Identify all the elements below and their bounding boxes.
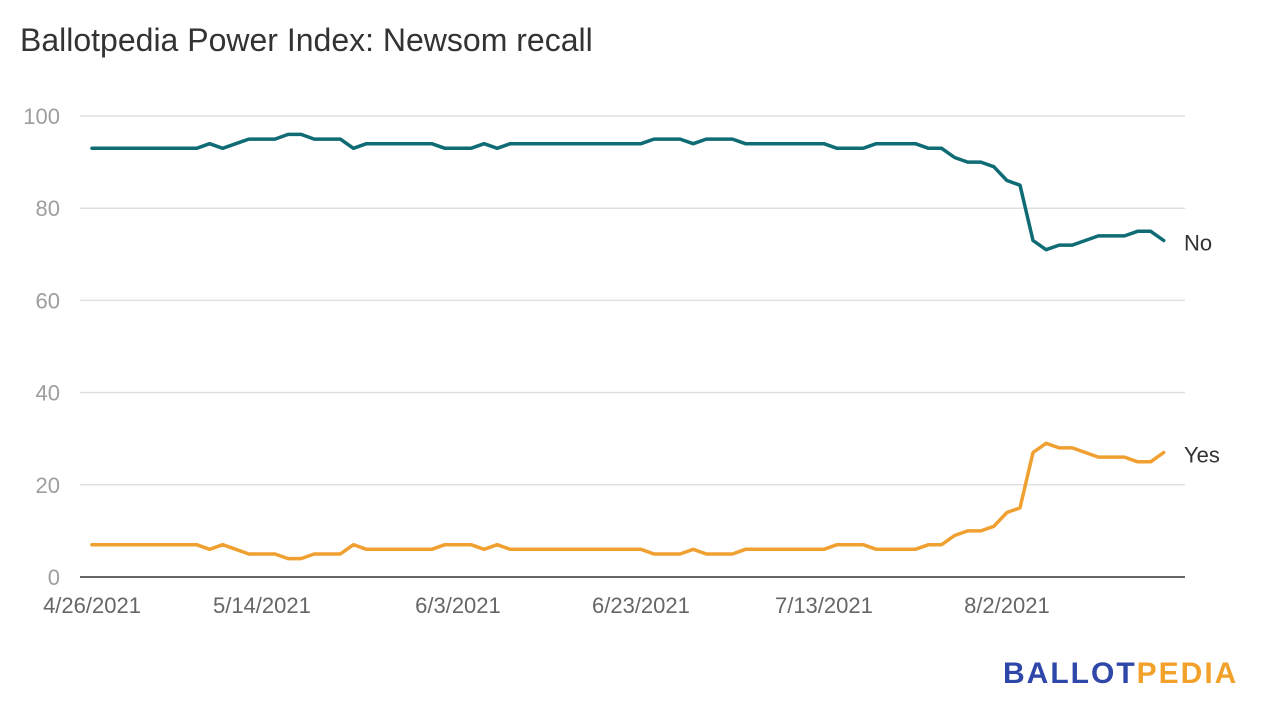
ballotpedia-logo: BALLOTPEDIA [1003,657,1238,691]
y-tick-label: 100 [23,104,60,129]
series-label-no: No [1184,230,1212,255]
series-label-yes: Yes [1184,443,1220,468]
logo-ballot: BALLOT [1003,657,1137,690]
series-line-no [90,132,1166,252]
x-tick-label: 6/3/2021 [415,593,501,618]
y-tick-label: 0 [48,565,60,590]
x-tick-label: 4/26/2021 [43,593,141,618]
y-tick-label: 60 [36,288,60,313]
x-tick-label: 6/23/2021 [592,593,690,618]
logo-pedia: PEDIA [1136,657,1239,690]
series-line-yes [90,441,1166,561]
y-tick-label: 80 [36,196,60,221]
x-tick-label: 5/14/2021 [213,593,311,618]
y-tick-label: 20 [36,473,60,498]
x-tick-label: 8/2/2021 [964,593,1050,618]
x-tick-label: 7/13/2021 [775,593,873,618]
chart-title: Ballotpedia Power Index: Newsom recall [20,22,593,58]
y-tick-label: 40 [36,381,60,406]
